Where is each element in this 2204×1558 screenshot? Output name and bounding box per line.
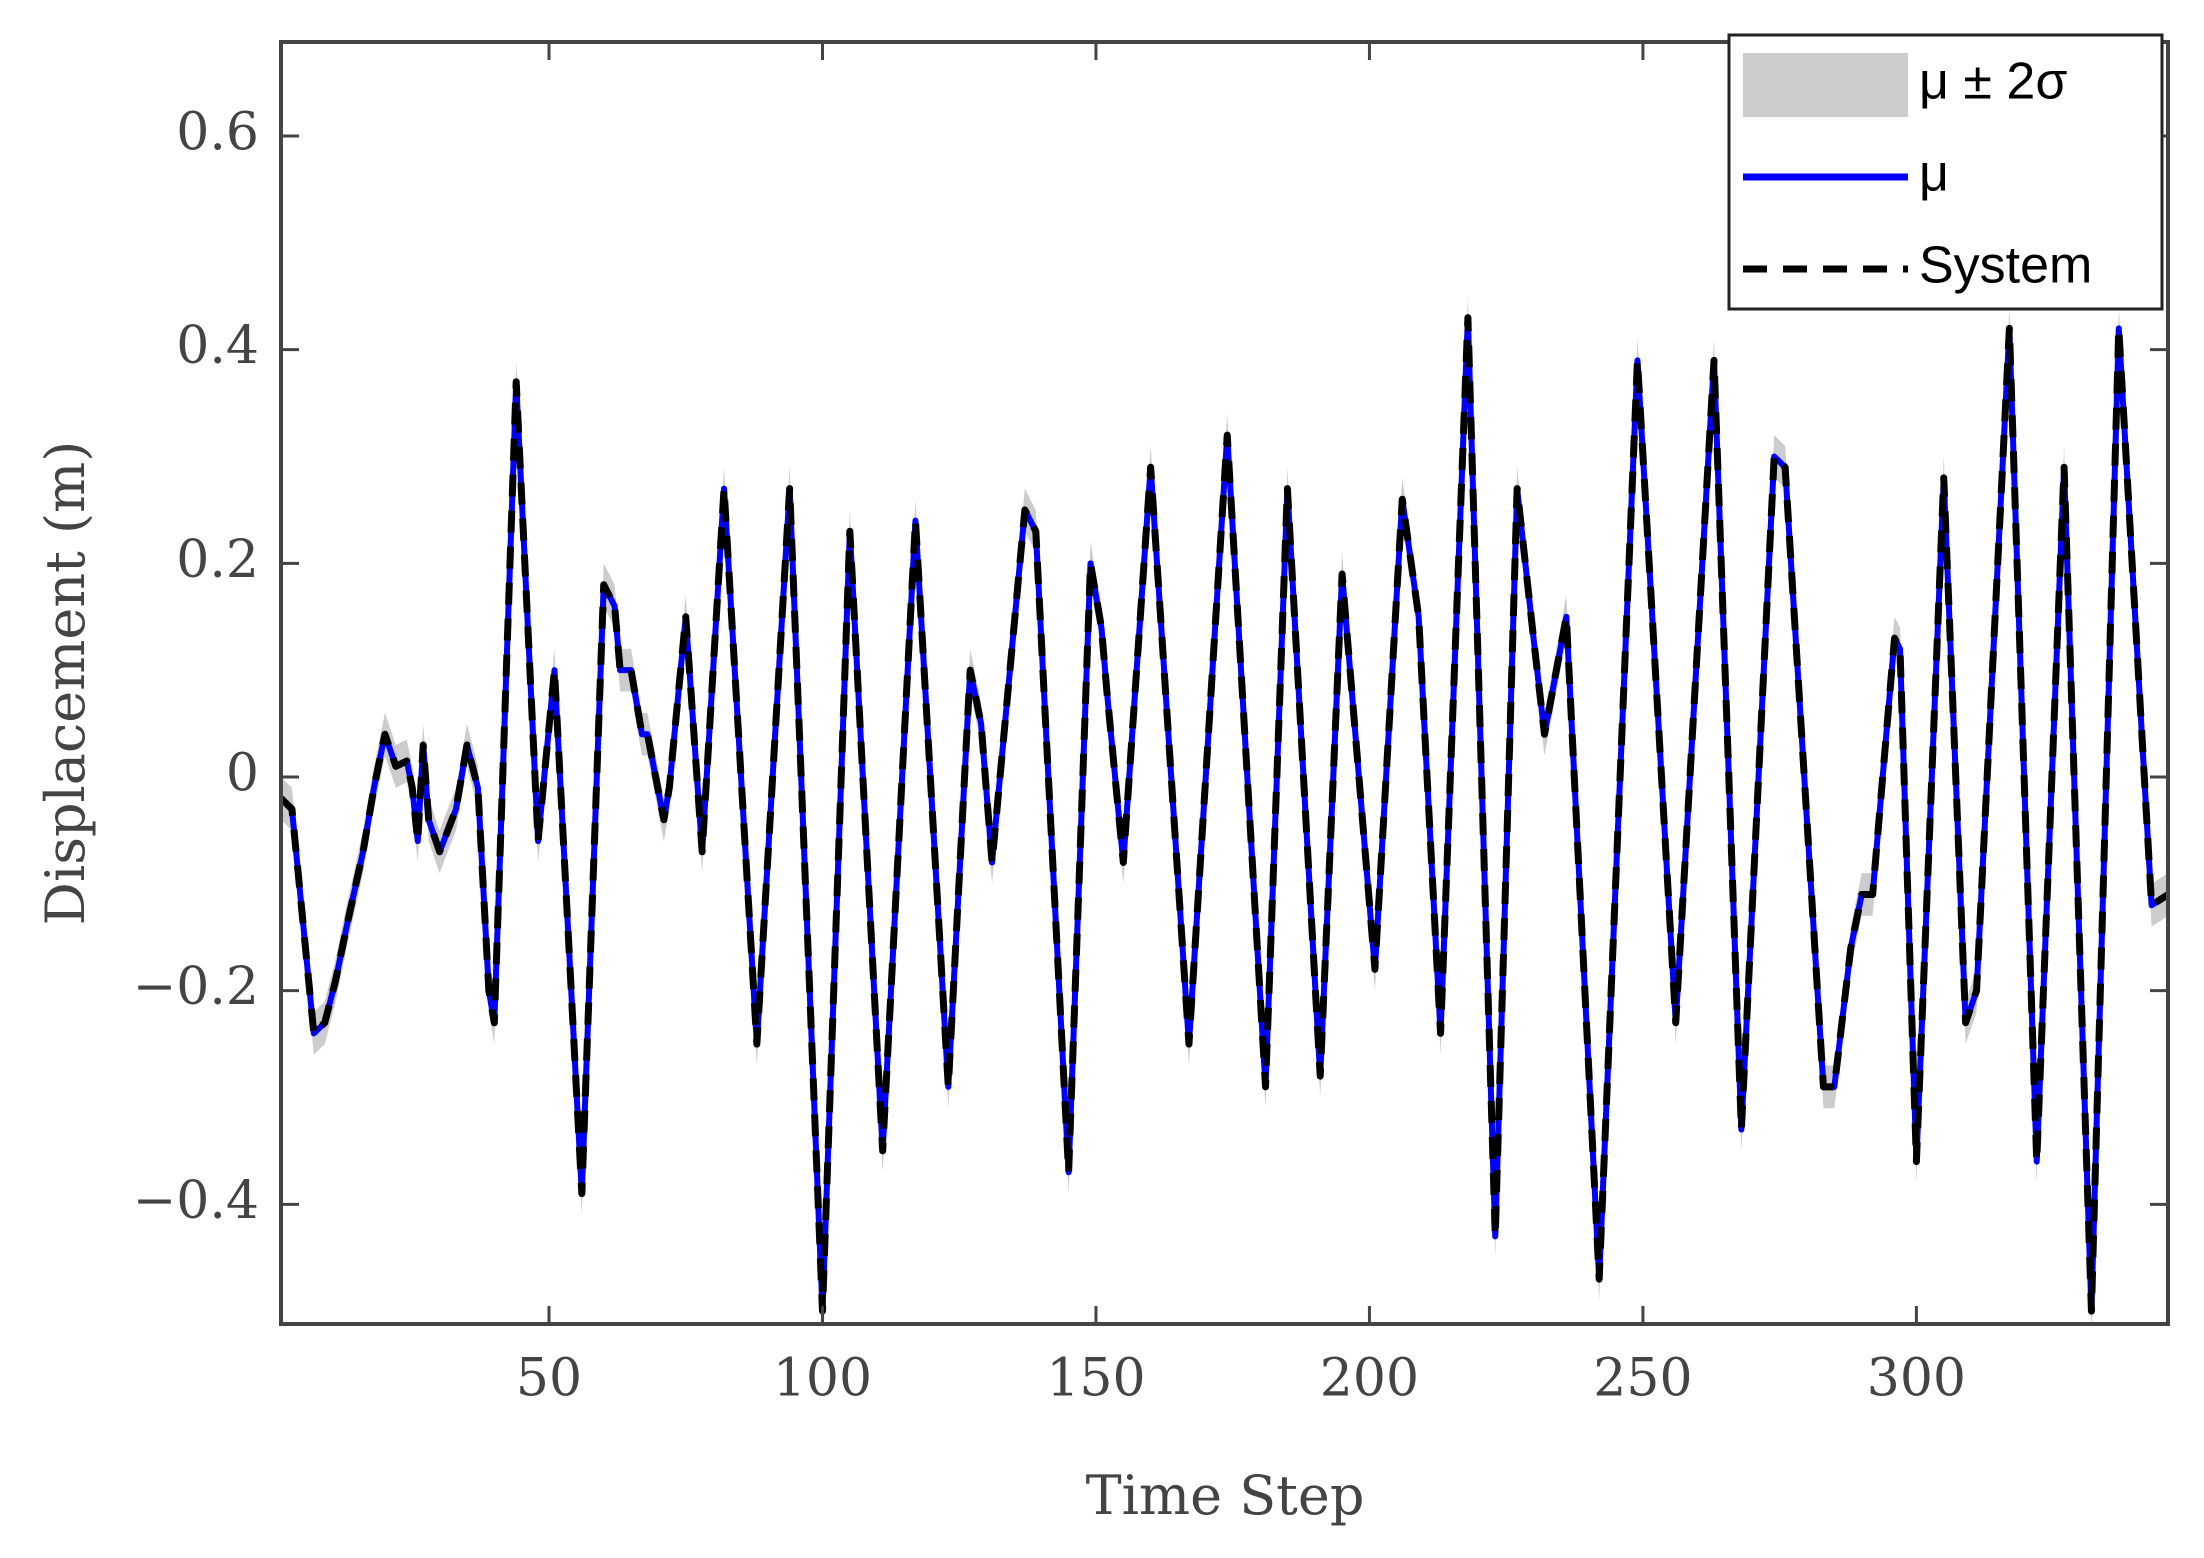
y-tick-label: 0.2 bbox=[176, 530, 259, 590]
x-tick-label: 50 bbox=[516, 1349, 582, 1409]
plot-area bbox=[281, 296, 2168, 1324]
legend-label: μ ± 2σ bbox=[1919, 53, 2067, 111]
axes-box bbox=[279, 40, 2170, 1326]
x-tick-label: 100 bbox=[773, 1349, 872, 1409]
x-tick-label: 250 bbox=[1593, 1349, 1692, 1409]
x-tick-label: 150 bbox=[1046, 1349, 1145, 1409]
legend: μ ± 2σ μ System bbox=[1727, 33, 2164, 311]
x-axis-label: Time Step bbox=[1086, 1464, 1365, 1527]
y-tick-label: 0 bbox=[226, 744, 259, 804]
y-tick-label: −0.2 bbox=[133, 957, 259, 1017]
y-axis-label: Displacement (m) bbox=[34, 441, 97, 926]
legend-label: System bbox=[1919, 237, 2092, 295]
y-tick-label: 0.4 bbox=[176, 316, 259, 376]
y-tick-label: −0.4 bbox=[133, 1171, 259, 1231]
legend-swatch bbox=[1743, 53, 1908, 117]
series-line bbox=[281, 314, 2168, 1315]
legend-label: μ bbox=[1919, 145, 1949, 203]
x-tick-label: 200 bbox=[1320, 1349, 1419, 1409]
x-tick-label: 300 bbox=[1867, 1349, 1966, 1409]
y-tick-label: 0.6 bbox=[176, 103, 259, 163]
uncertainty-band bbox=[281, 296, 2168, 1324]
